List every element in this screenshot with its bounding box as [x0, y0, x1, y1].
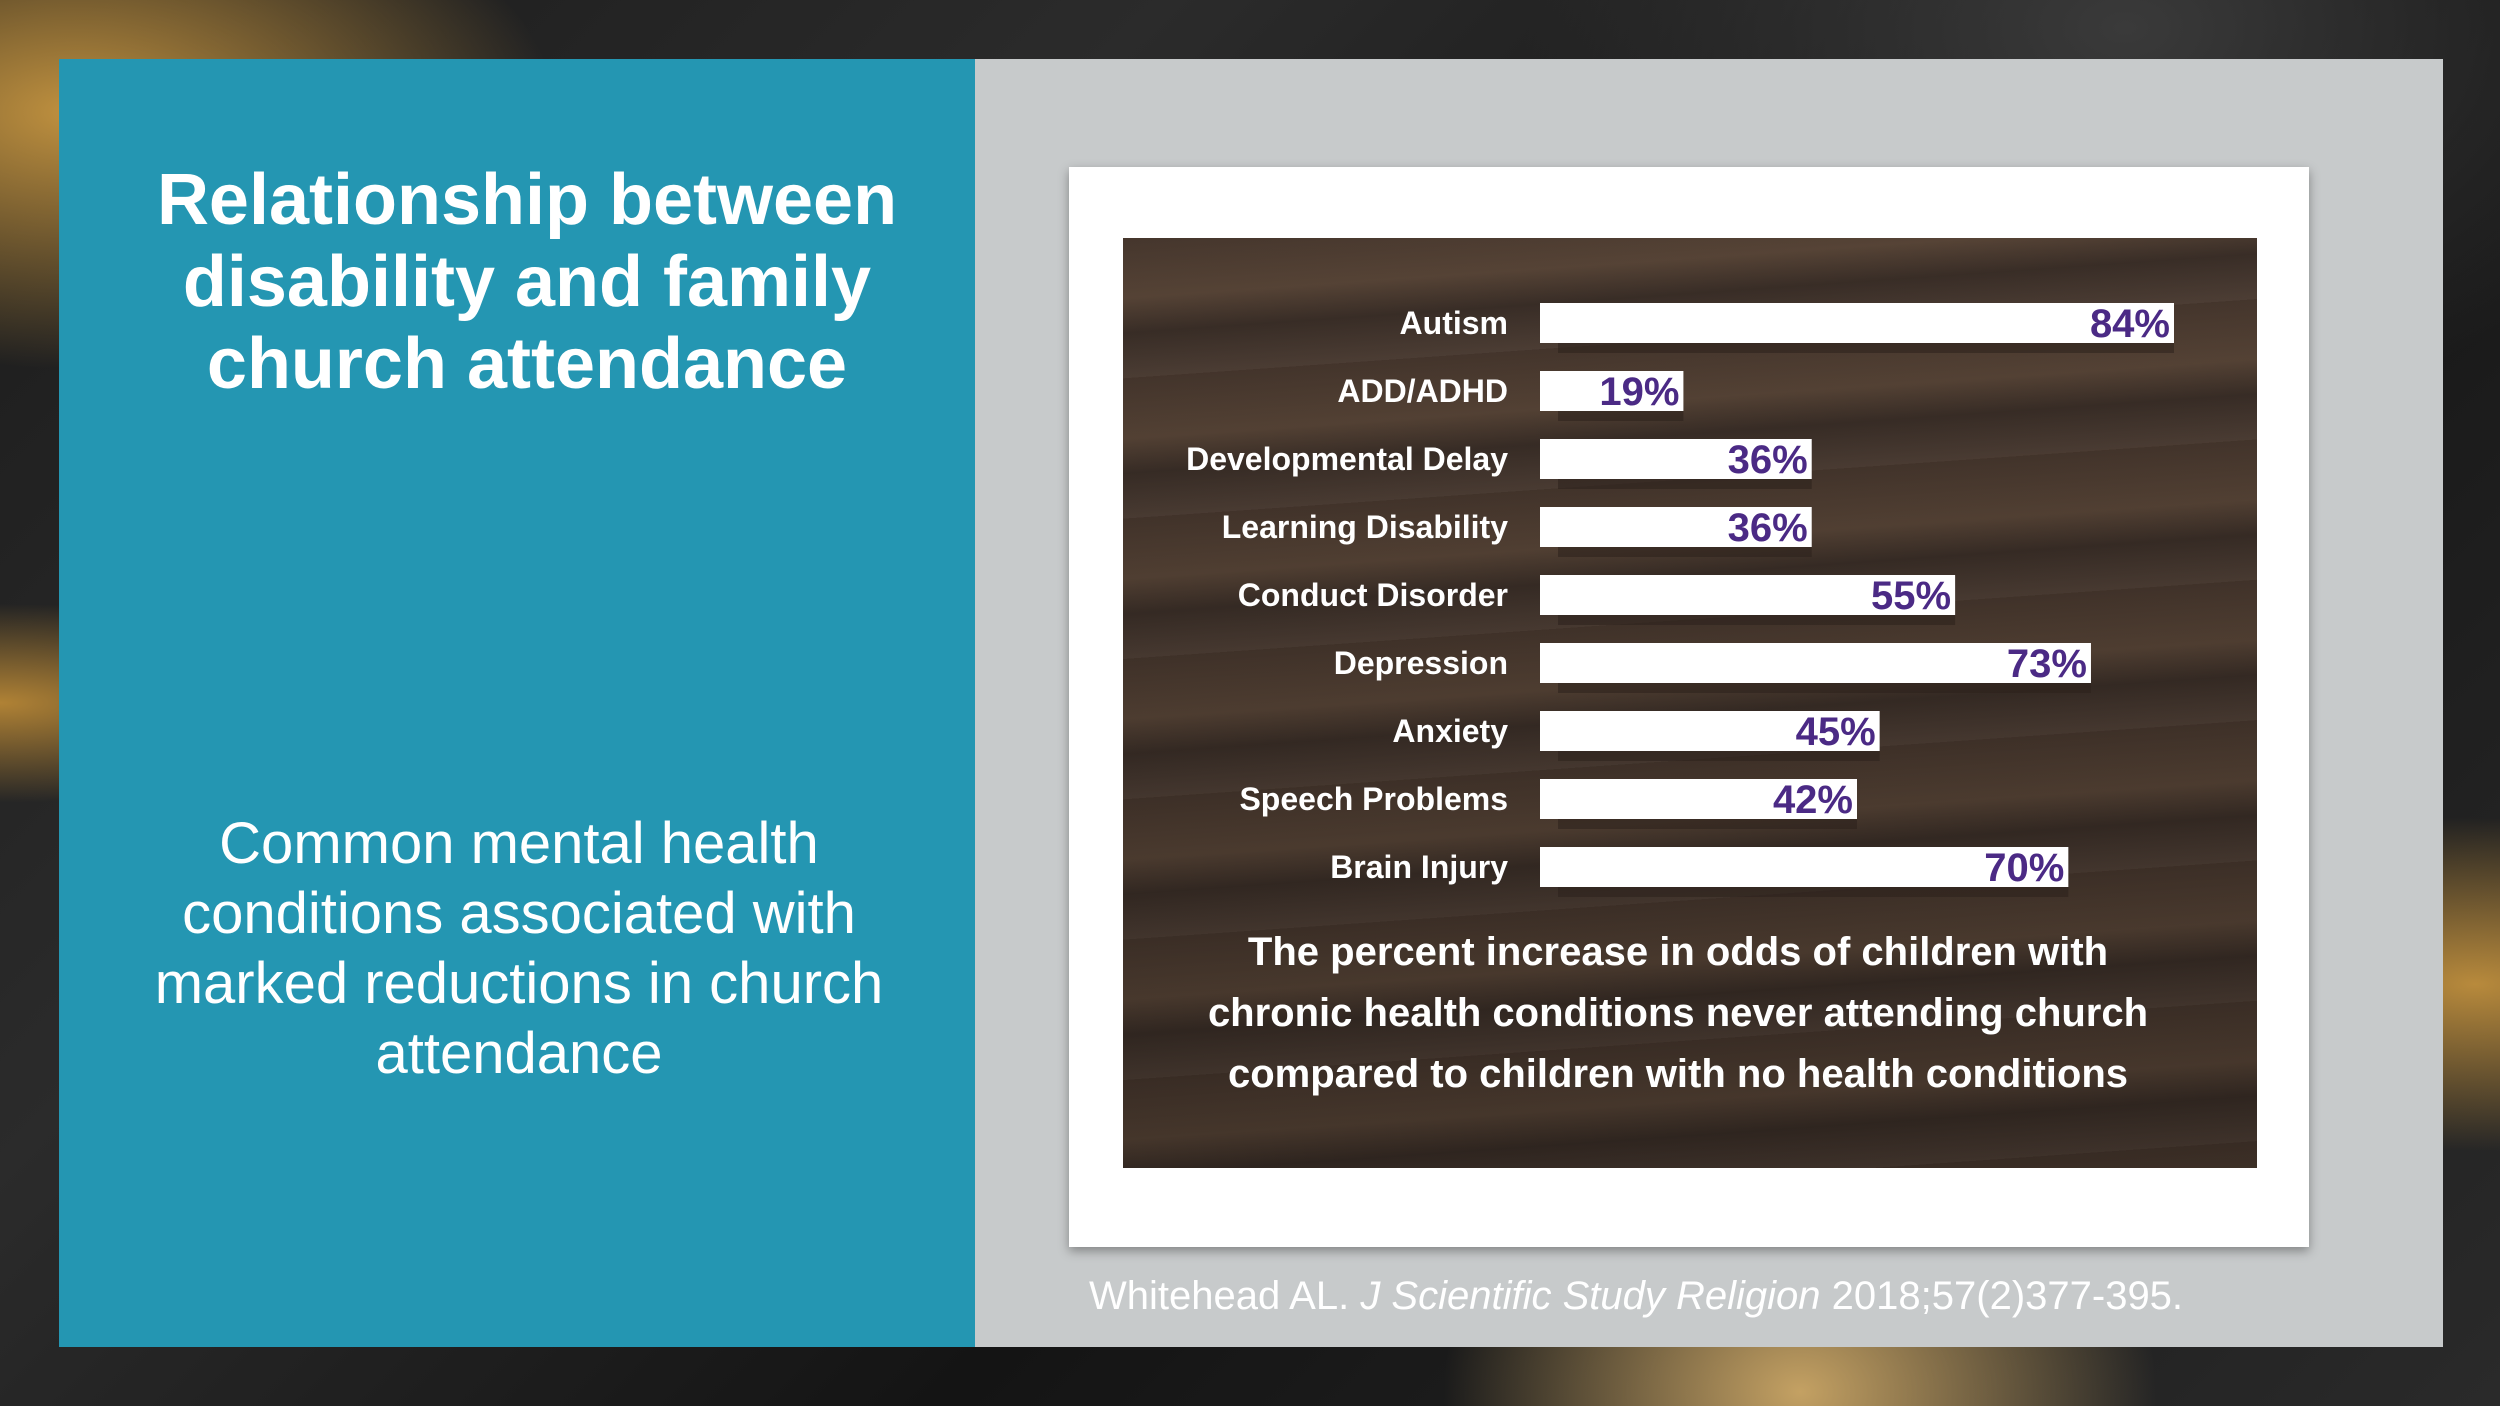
bar-shadow [1558, 343, 2174, 353]
bar-developmental-delay [1540, 439, 1812, 479]
slide-subtitle: Common mental health conditions associat… [154, 811, 884, 1086]
slide: Relationship between disability and fami… [59, 59, 2443, 1347]
value-label: 19% [1599, 370, 1679, 414]
citation-reference: 2018;57(2)377-395. [1831, 1274, 2184, 1318]
value-label: 45% [1796, 710, 1876, 754]
bar-add-adhd [1540, 371, 1684, 411]
bar-conduct-disorder [1540, 575, 1956, 615]
category-label: Developmental Delay [1186, 441, 1508, 477]
chart-caption-line: chronic health conditions never attendin… [1208, 991, 2148, 1035]
category-label: ADD/ADHD [1337, 373, 1508, 409]
category-label: Speech Problems [1239, 781, 1508, 817]
value-label: 36% [1728, 438, 1808, 482]
chart-background-photo: Autism 84% ADD/ADHD 19% Developmental Delay 3… [1123, 238, 2257, 1168]
bar-shadow [1558, 819, 1857, 829]
bar-anxiety [1540, 711, 1880, 751]
bar-brain-injury [1540, 847, 2069, 887]
value-label: 70% [1984, 846, 2064, 890]
bar-learning-disability [1540, 507, 1812, 547]
bar-autism [1540, 303, 2174, 343]
bar-speech-problems [1540, 779, 1857, 819]
chart-caption-line: compared to children with no health cond… [1228, 1052, 2128, 1096]
title-panel: Relationship between disability and fami… [59, 59, 975, 1347]
chart-caption-line: The percent increase in odds of children… [1248, 930, 2108, 974]
bar-shadow [1558, 547, 1812, 557]
citation-journal: J Scientific Study Religion [1360, 1274, 1821, 1318]
category-label: Learning Disability [1222, 509, 1508, 545]
category-label: Depression [1334, 645, 1508, 681]
bar-shadow [1558, 479, 1812, 489]
value-label: 73% [2007, 642, 2087, 686]
chart-frame: Autism 84% ADD/ADHD 19% Developmental Delay 3… [1069, 167, 2309, 1247]
bar-shadow [1558, 411, 1684, 421]
value-label: 36% [1728, 506, 1808, 550]
citation: Whitehead AL. J Scientific Study Religio… [1089, 1274, 2389, 1319]
category-label: Brain Injury [1330, 849, 1508, 885]
bar-shadow [1558, 751, 1880, 761]
bar-shadow [1558, 683, 2091, 693]
category-label: Anxiety [1392, 713, 1508, 749]
category-label: Autism [1400, 305, 1508, 341]
category-label: Conduct Disorder [1238, 577, 1508, 613]
citation-author: Whitehead AL. [1089, 1274, 1350, 1318]
slide-title: Relationship between disability and fami… [156, 160, 898, 404]
bar-shadow [1558, 615, 1956, 625]
bar-chart: Autism 84% ADD/ADHD 19% Developmental Delay 3… [1186, 302, 2174, 1096]
bar-shadow [1558, 887, 2069, 897]
bar-depression [1540, 643, 2091, 683]
value-label: 84% [2090, 302, 2170, 346]
value-label: 42% [1773, 778, 1853, 822]
value-label: 55% [1871, 574, 1951, 618]
